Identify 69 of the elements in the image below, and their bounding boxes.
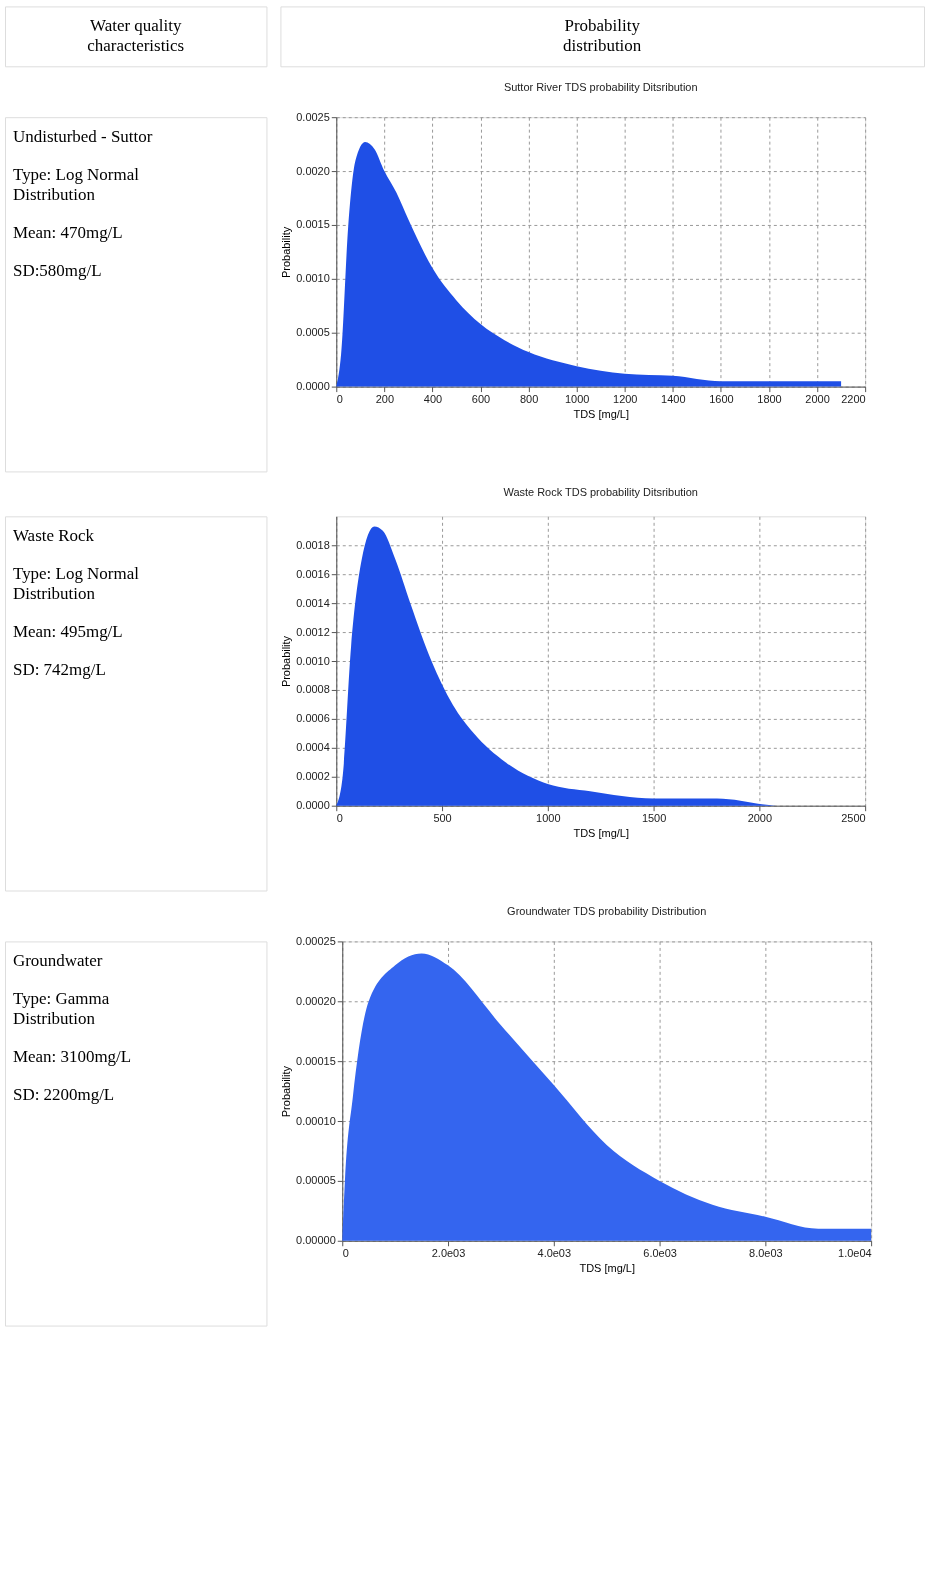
text: Water quality characteristics bbox=[87, 16, 185, 56]
x-tick-label: 1400 bbox=[661, 393, 686, 406]
y-tick-label: 0.0010 bbox=[296, 272, 330, 285]
y-axis-title: Probability bbox=[280, 226, 293, 278]
text: Groundwater bbox=[12, 951, 103, 971]
x-tick-label: 1800 bbox=[757, 393, 782, 406]
y-tick-label: 0.0025 bbox=[296, 110, 330, 123]
y-axis-title: Probability bbox=[280, 635, 293, 688]
text: Type: Log Normal Distribution bbox=[12, 165, 140, 204]
y-tick-label: 0.0010 bbox=[296, 654, 330, 667]
y-tick-label: 0.0008 bbox=[296, 683, 330, 696]
x-tick-label: 1500 bbox=[641, 812, 667, 825]
x-tick-label: 4.0e03 bbox=[537, 1247, 572, 1260]
x-tick-label: 400 bbox=[423, 393, 443, 406]
text: SD:580mg/L bbox=[12, 260, 102, 280]
y-tick-label: 0.0018 bbox=[296, 538, 330, 551]
text: Probability distribution bbox=[563, 16, 642, 56]
x-tick-label: 500 bbox=[433, 812, 452, 825]
x-tick-label: 6.0e03 bbox=[643, 1247, 677, 1260]
x-tick-label: 2000 bbox=[805, 393, 830, 406]
x-tick-label: 1200 bbox=[613, 393, 638, 406]
x-tick-label: 0 bbox=[342, 1247, 349, 1260]
x-tick-label: 1.0e04 bbox=[838, 1247, 872, 1260]
x-axis-title: TDS [mg/L] bbox=[579, 1262, 635, 1275]
text: Waste Rock bbox=[12, 526, 95, 546]
x-tick-label: 1600 bbox=[709, 393, 734, 406]
y-axis-title: Probability bbox=[280, 1065, 293, 1118]
text: SD: 742mg/L bbox=[12, 659, 106, 679]
y-tick-label: 0.0012 bbox=[296, 625, 330, 638]
text: Type: Gamma Distribution bbox=[12, 989, 110, 1029]
text: Mean: 3100mg/L bbox=[12, 1047, 132, 1067]
y-tick-label: 0.0006 bbox=[296, 712, 330, 725]
x-tick-label: 8.0e03 bbox=[749, 1247, 783, 1260]
x-tick-label: 0 bbox=[336, 812, 343, 825]
y-tick-label: 0.0005 bbox=[296, 326, 330, 339]
x-axis-title: TDS [mg/L] bbox=[573, 408, 629, 421]
x-tick-label: 800 bbox=[519, 393, 539, 406]
y-tick-label: 0.0000 bbox=[296, 799, 330, 812]
x-tick-label: 2.0e03 bbox=[431, 1247, 466, 1260]
x-tick-label: 2500 bbox=[841, 812, 866, 825]
y-tick-label: 0.00005 bbox=[296, 1174, 336, 1187]
text: Undisturbed - Suttor bbox=[12, 127, 153, 147]
y-tick-label: 0.0002 bbox=[296, 770, 330, 783]
x-tick-label: 2000 bbox=[747, 812, 773, 825]
y-tick-label: 0.0016 bbox=[296, 567, 330, 580]
text: Mean: 495mg/L bbox=[12, 622, 123, 642]
x-tick-label: 0 bbox=[336, 393, 343, 406]
chart-title: Waste Rock TDS probability Ditsribution bbox=[503, 486, 698, 499]
y-tick-label: 0.00015 bbox=[296, 1054, 336, 1067]
text: SD: 2200mg/L bbox=[12, 1085, 115, 1105]
y-tick-label: 0.00020 bbox=[296, 994, 336, 1007]
text: Mean: 470mg/L bbox=[12, 222, 123, 242]
x-tick-label: 200 bbox=[375, 393, 395, 406]
x-tick-label: 600 bbox=[471, 393, 491, 406]
y-tick-label: 0.0000 bbox=[296, 380, 330, 393]
y-tick-label: 0.00000 bbox=[296, 1234, 336, 1247]
x-axis-title: TDS [mg/L] bbox=[573, 827, 629, 840]
x-tick-label: 1000 bbox=[564, 393, 590, 406]
x-tick-label: 2200 bbox=[841, 393, 866, 406]
y-tick-label: 0.00010 bbox=[296, 1114, 336, 1127]
y-tick-label: 0.0014 bbox=[296, 596, 330, 609]
y-tick-label: 0.0020 bbox=[296, 164, 330, 177]
x-tick-label: 1000 bbox=[536, 812, 561, 825]
y-tick-label: 0.0004 bbox=[296, 741, 330, 754]
text: Type: Log Normal Distribution bbox=[12, 564, 140, 604]
chart-title: Groundwater TDS probability Distribution bbox=[507, 905, 707, 918]
y-tick-label: 0.00025 bbox=[296, 934, 336, 947]
chart-title: Suttor River TDS probability Ditsribution bbox=[503, 81, 698, 94]
y-tick-label: 0.0015 bbox=[296, 218, 330, 231]
